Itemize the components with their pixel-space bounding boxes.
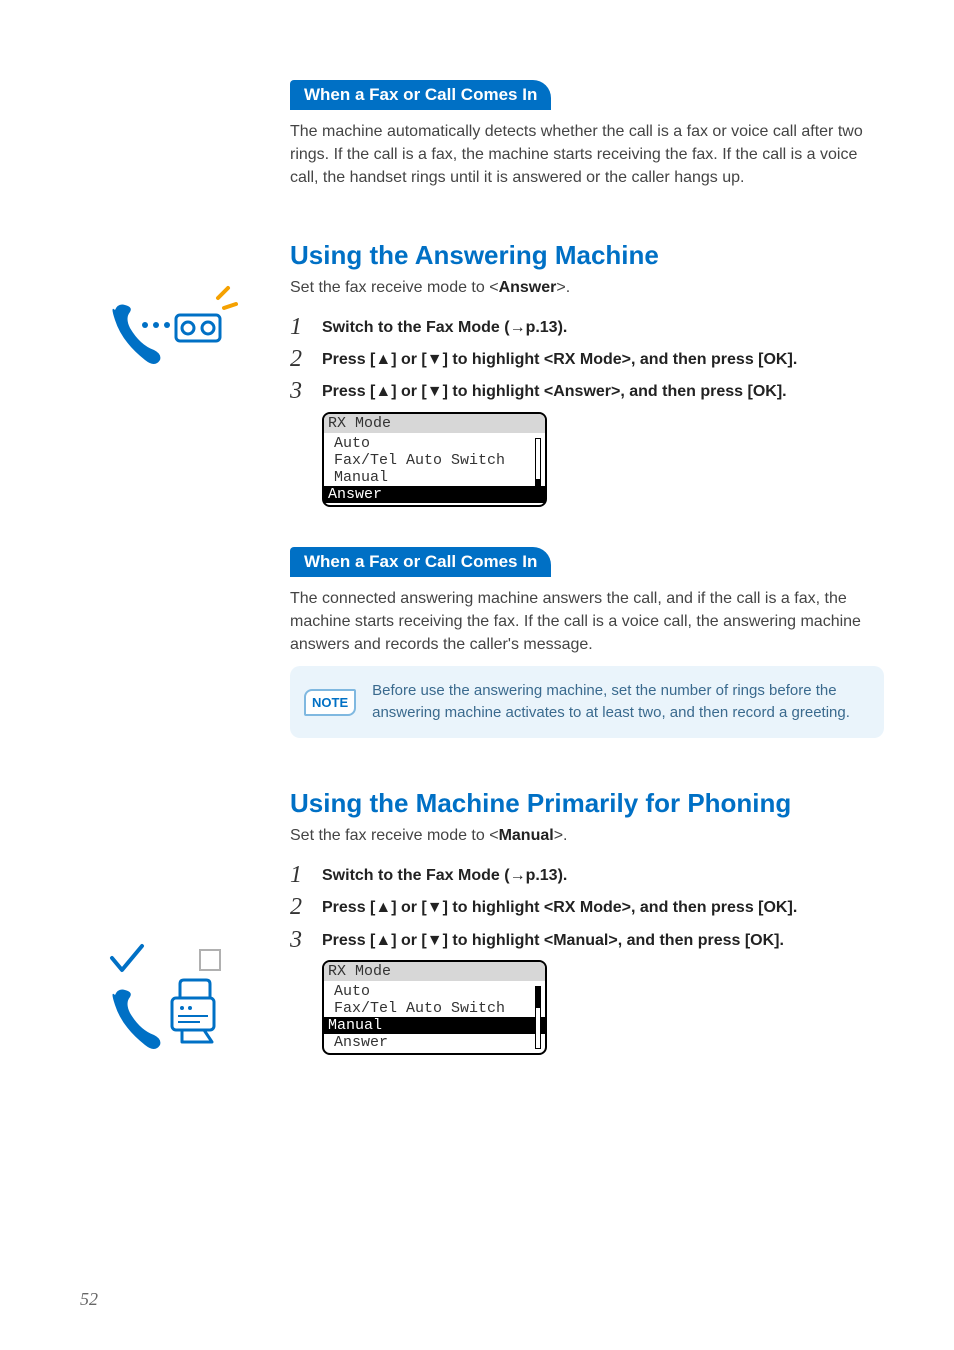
lcd-item: Auto: [330, 983, 541, 1000]
lcd-title: RX Mode: [324, 414, 545, 433]
set-prefix: Set the fax receive mode to <: [290, 827, 499, 844]
step-row: 1 Switch to the Fax Mode (→p.13).: [290, 315, 884, 339]
lcd-item-selected: Answer: [324, 486, 545, 503]
set-line-answering: Set the fax receive mode to <Answer>.: [290, 279, 884, 297]
section-title-answering: Using the Answering Machine: [290, 240, 884, 271]
step-text: Switch to the Fax Mode (→p.13).: [322, 863, 567, 887]
lcd-item: Manual: [330, 469, 541, 486]
lcd-display-answer: RX Mode Auto Fax/Tel Auto Switch Manual …: [322, 412, 547, 507]
body-text-1: The machine automatically detects whethe…: [290, 120, 884, 190]
note-badge: NOTE: [304, 689, 356, 716]
set-suffix: >.: [554, 827, 568, 844]
step-number: 1: [290, 863, 310, 887]
step-number: 1: [290, 315, 310, 339]
lcd-display-manual: RX Mode Auto Fax/Tel Auto Switch Manual …: [322, 960, 547, 1055]
set-prefix: Set the fax receive mode to <: [290, 279, 499, 296]
lcd-scrollbar: [535, 986, 541, 1049]
sub-header-fax-call-2: When a Fax or Call Comes In: [290, 547, 551, 577]
step-text: Press [▲] or [▼] to highlight <RX Mode>,…: [322, 895, 797, 919]
step-number: 2: [290, 895, 310, 919]
step-text: Press [▲] or [▼] to highlight <Answer>, …: [322, 379, 787, 403]
phoning-icon: [100, 940, 240, 1055]
answering-machine-icon: [100, 280, 240, 375]
section-title-phoning: Using the Machine Primarily for Phoning: [290, 788, 884, 819]
lcd-item: Answer: [330, 1034, 541, 1051]
step-text: Press [▲] or [▼] to highlight <Manual>, …: [322, 928, 784, 952]
step-text: Switch to the Fax Mode (→p.13).: [322, 315, 567, 339]
note-box: NOTE Before use the answering machine, s…: [290, 666, 884, 738]
lcd-scrollbar: [535, 438, 541, 501]
step-row: 2 Press [▲] or [▼] to highlight <RX Mode…: [290, 895, 884, 919]
lcd-item: Fax/Tel Auto Switch: [330, 452, 541, 469]
lcd-item: Auto: [330, 435, 541, 452]
step-row: 1 Switch to the Fax Mode (→p.13).: [290, 863, 884, 887]
lcd-item: Fax/Tel Auto Switch: [330, 1000, 541, 1017]
lcd-scroll-thumb: [536, 987, 540, 1008]
step-number: 2: [290, 347, 310, 371]
set-line-phoning: Set the fax receive mode to <Manual>.: [290, 827, 884, 845]
page-content: When a Fax or Call Comes In The machine …: [0, 0, 954, 1105]
set-bold: Manual: [499, 827, 554, 844]
lcd-scroll-thumb: [536, 479, 540, 500]
step-text: Press [▲] or [▼] to highlight <RX Mode>,…: [322, 347, 797, 371]
step-number: 3: [290, 928, 310, 952]
lcd-item-selected: Manual: [324, 1017, 545, 1034]
step-number: 3: [290, 379, 310, 403]
body-text-2: The connected answering machine answers …: [290, 587, 884, 657]
set-suffix: >.: [556, 279, 570, 296]
set-bold: Answer: [499, 279, 557, 296]
step-row: 3 Press [▲] or [▼] to highlight <Answer>…: [290, 379, 884, 403]
page-number: 52: [80, 1289, 98, 1310]
sub-header-fax-call-1: When a Fax or Call Comes In: [290, 80, 551, 110]
note-text: Before use the answering machine, set th…: [372, 680, 866, 724]
lcd-title: RX Mode: [324, 962, 545, 981]
step-row: 2 Press [▲] or [▼] to highlight <RX Mode…: [290, 347, 884, 371]
step-row: 3 Press [▲] or [▼] to highlight <Manual>…: [290, 928, 884, 952]
